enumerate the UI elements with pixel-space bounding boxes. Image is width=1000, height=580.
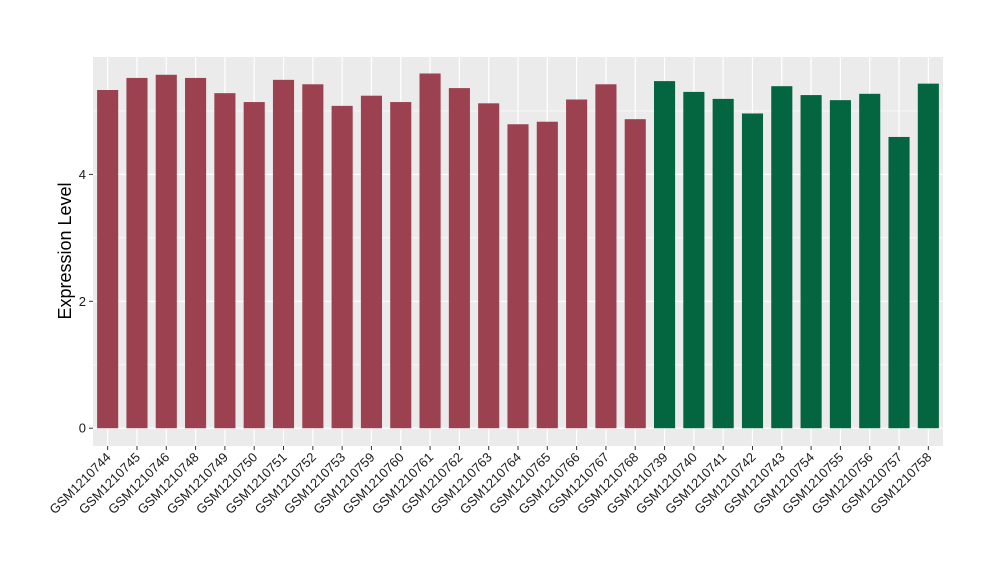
bar-GSM1210751 xyxy=(272,79,295,429)
bar-GSM1210758 xyxy=(917,83,939,429)
bar-GSM1210759 xyxy=(360,95,382,429)
bar-GSM1210761 xyxy=(419,73,441,429)
x-axis: GSM1210744GSM1210745GSM1210746GSM1210748… xyxy=(46,446,934,517)
bar-GSM1210739 xyxy=(654,81,676,429)
bar-GSM1210749 xyxy=(214,93,236,429)
bar-GSM1210752 xyxy=(302,84,324,429)
y-tick-label: 0 xyxy=(79,421,86,436)
bar-GSM1210753 xyxy=(331,105,353,429)
bar-GSM1210760 xyxy=(390,102,412,429)
bar-GSM1210744 xyxy=(97,89,119,429)
bar-GSM1210768 xyxy=(624,119,646,429)
y-tick-label: 2 xyxy=(79,294,86,309)
bar-GSM1210757 xyxy=(888,136,910,429)
y-tick-label: 4 xyxy=(79,167,86,182)
bar-GSM1210764 xyxy=(507,124,529,429)
bar-GSM1210756 xyxy=(859,93,881,429)
bar-GSM1210743 xyxy=(771,86,793,429)
bars xyxy=(97,73,939,429)
bar-GSM1210746 xyxy=(155,74,177,429)
bar-GSM1210750 xyxy=(243,102,265,429)
bar-GSM1210741 xyxy=(712,98,734,429)
y-axis-title: Expression Level xyxy=(55,182,75,319)
bar-GSM1210748 xyxy=(185,77,207,429)
bar-GSM1210767 xyxy=(595,84,617,429)
bar-GSM1210766 xyxy=(566,99,588,429)
bar-GSM1210754 xyxy=(800,95,822,429)
bar-GSM1210765 xyxy=(536,121,558,429)
y-axis: 0 2 4 xyxy=(79,167,93,436)
bar-GSM1210740 xyxy=(683,91,705,429)
bar-GSM1210763 xyxy=(478,103,500,429)
bar-GSM1210742 xyxy=(741,113,764,429)
bar-GSM1210755 xyxy=(829,100,851,429)
bar-GSM1210762 xyxy=(448,88,470,429)
bar-GSM1210745 xyxy=(126,77,148,429)
